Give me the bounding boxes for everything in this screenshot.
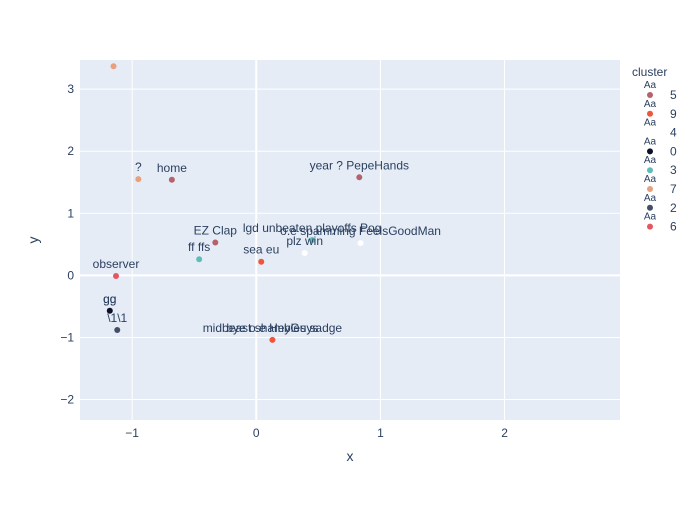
legend-glyph-text: Aa bbox=[644, 193, 657, 204]
scatter-point[interactable] bbox=[258, 258, 265, 265]
scatter-point[interactable] bbox=[196, 256, 203, 263]
legend-glyph-text: Aa bbox=[644, 118, 657, 129]
legend-glyph-text: Aa bbox=[644, 99, 657, 110]
legend-glyph-text: Aa bbox=[644, 136, 657, 147]
x-tick-label: −1 bbox=[125, 426, 139, 440]
legend-marker[interactable] bbox=[647, 129, 653, 136]
y-tick-label: 1 bbox=[67, 206, 74, 220]
point-label: gg bbox=[103, 292, 116, 306]
scatter-point[interactable] bbox=[110, 63, 117, 70]
plot-area bbox=[80, 60, 620, 420]
legend-marker[interactable] bbox=[647, 110, 653, 117]
point-label: plz win bbox=[286, 234, 323, 248]
scatter-point[interactable] bbox=[114, 327, 121, 333]
scatter-point[interactable] bbox=[106, 307, 113, 314]
point-label: year ? PepeHands bbox=[310, 158, 409, 172]
point-label: midbeast shambles sadge bbox=[203, 321, 343, 335]
scatter-point[interactable] bbox=[212, 239, 219, 246]
scatter-point[interactable] bbox=[356, 174, 363, 181]
point-label: lgd unbeaten playoffs Pog bbox=[243, 221, 382, 235]
legend-glyph-text: Aa bbox=[644, 212, 657, 223]
legend-marker[interactable] bbox=[647, 92, 653, 98]
point-label: gg bbox=[103, 292, 116, 306]
legend-marker[interactable] bbox=[647, 186, 653, 192]
scatter-point[interactable] bbox=[357, 240, 364, 247]
legend-entry[interactable]: 4 bbox=[670, 126, 677, 140]
scatter-point[interactable] bbox=[301, 250, 308, 257]
legend-title: cluster bbox=[632, 65, 667, 79]
legend-marker[interactable] bbox=[647, 167, 653, 174]
point-label: \1\1 bbox=[107, 311, 127, 325]
x-tick-label: 0 bbox=[253, 426, 260, 440]
y-tick-label: 0 bbox=[67, 268, 74, 282]
scatter-point[interactable] bbox=[135, 176, 142, 183]
scatter-point[interactable] bbox=[269, 336, 276, 343]
legend-entry[interactable]: 5 bbox=[670, 88, 677, 102]
legend-glyph-text: Aa bbox=[644, 80, 657, 91]
legend-marker[interactable] bbox=[647, 204, 653, 211]
legend-entry[interactable]: 9 bbox=[670, 107, 677, 121]
legend-entry[interactable]: 0 bbox=[670, 144, 677, 158]
legend-marker[interactable] bbox=[647, 223, 653, 230]
scatter-point[interactable] bbox=[168, 176, 175, 183]
x-tick-label: 1 bbox=[377, 426, 384, 440]
legend-entry[interactable]: 3 bbox=[670, 163, 677, 177]
x-axis-title: x bbox=[347, 448, 354, 464]
point-label: observer bbox=[93, 257, 140, 271]
point-label: ff ffs bbox=[188, 240, 210, 254]
x-tick-label: 2 bbox=[501, 426, 508, 440]
legend-marker[interactable] bbox=[647, 148, 653, 155]
point-label: bye o.e HeyGuys bbox=[226, 321, 318, 335]
point-label: home bbox=[157, 161, 187, 175]
legend-entry[interactable]: 7 bbox=[670, 182, 677, 196]
y-axis-title: y bbox=[25, 237, 41, 244]
point-label: EZ Clap bbox=[194, 223, 238, 237]
y-tick-label: −1 bbox=[60, 330, 74, 344]
scatter-point[interactable] bbox=[309, 237, 316, 243]
point-label: o.e spamming FeelsGoodMan bbox=[280, 224, 441, 238]
point-label: sea eu bbox=[243, 243, 279, 257]
scatter-point[interactable] bbox=[113, 273, 119, 279]
legend-entry[interactable]: 2 bbox=[670, 201, 677, 215]
legend: cluster Aa 5 Aa 9 Aa 4 Aa 0 Aa 3 Aa 7 Aa 2 Aa 6 bbox=[632, 65, 677, 234]
y-tick-label: −2 bbox=[60, 393, 74, 407]
legend-glyph-text: Aa bbox=[644, 174, 657, 185]
point-label: ? bbox=[135, 160, 142, 174]
y-tick-label: 3 bbox=[67, 82, 74, 96]
legend-glyph-text: Aa bbox=[644, 155, 657, 166]
legend-entry[interactable]: 6 bbox=[670, 220, 677, 234]
y-tick-label: 2 bbox=[67, 144, 74, 158]
